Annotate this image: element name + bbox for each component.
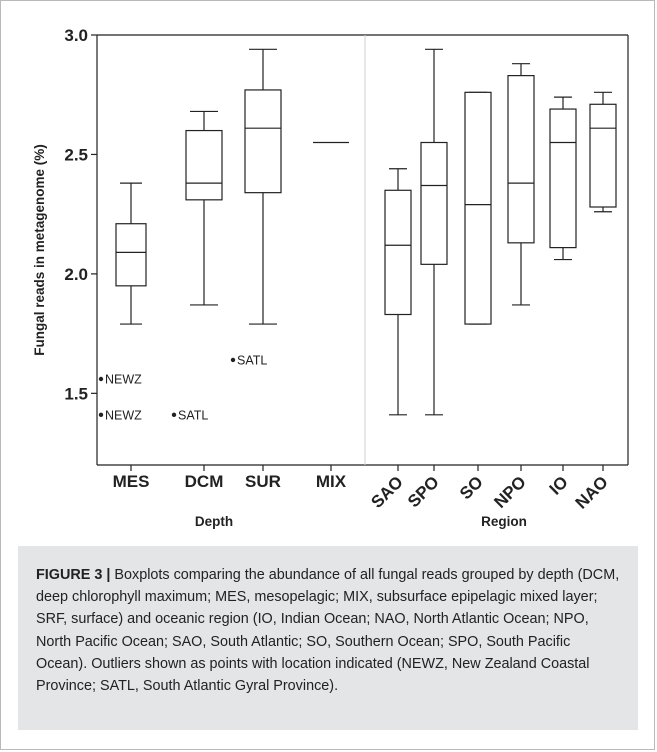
figure-caption-box: FIGURE 3 | Boxplots comparing the abunda… [18, 546, 638, 730]
y-tick-label: 1.5 [64, 384, 88, 403]
x-category-label: SAO [367, 472, 406, 511]
x-category-label: SO [456, 472, 487, 503]
outlier-label: SATL [237, 353, 267, 367]
x-category-label: MIX [316, 472, 347, 491]
x-category-label: SPO [404, 472, 443, 511]
x-category-label: MES [113, 472, 150, 491]
outlier-label: SATL [178, 408, 208, 422]
x-group-label: Depth [195, 514, 233, 529]
caption-text: Boxplots comparing the abundance of all … [36, 567, 619, 694]
x-category-label: IO [546, 472, 572, 498]
y-tick-label: 3.0 [64, 26, 88, 45]
x-category-label: NPO [490, 472, 529, 511]
outlier-point [99, 413, 103, 417]
figure-caption: FIGURE 3 | Boxplots comparing the abunda… [36, 564, 620, 697]
y-tick-label: 2.5 [64, 145, 88, 164]
x-group-label: Region [481, 514, 527, 529]
box [590, 104, 616, 207]
box [508, 76, 534, 243]
outlier-point [99, 377, 103, 381]
outlier-label: NEWZ [105, 408, 142, 422]
y-tick-label: 2.0 [64, 265, 88, 284]
outlier-point [231, 358, 235, 362]
figure-label: FIGURE 3 | [36, 567, 110, 583]
box [186, 131, 222, 200]
y-axis-label: Fungal reads in metagenome (%) [32, 144, 47, 356]
box [245, 90, 281, 193]
box [550, 109, 576, 248]
chart-marks: NEWZ NEWZ SATL SATL [99, 49, 616, 422]
box [465, 92, 491, 324]
outlier-label: NEWZ [105, 373, 142, 387]
x-category-label: NAO [572, 472, 612, 512]
boxplot-chart: 1.5 2.0 2.5 3.0 Fungal reads in metagenome (… [0, 0, 657, 550]
x-category-label: DCM [185, 472, 224, 491]
box [385, 190, 411, 314]
x-category-label: SUR [245, 472, 281, 491]
outlier-point [172, 413, 176, 417]
box [421, 143, 447, 265]
box [116, 224, 146, 286]
